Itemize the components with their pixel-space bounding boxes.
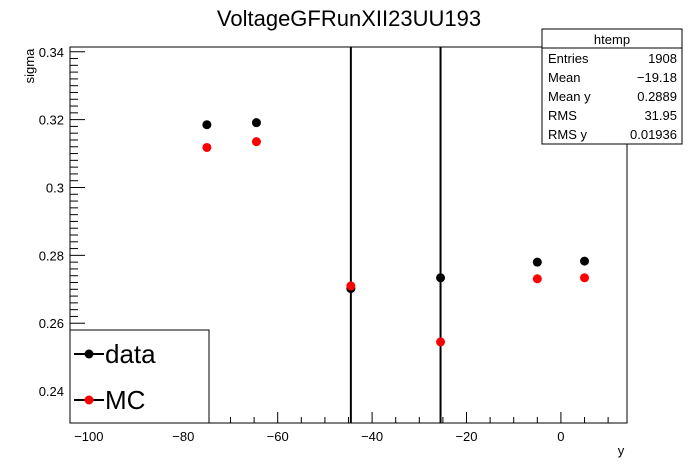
- stats-value: 31.95: [644, 108, 677, 123]
- stats-label: Mean y: [548, 89, 591, 104]
- legend: data MC: [69, 329, 210, 424]
- chart-title: VoltageGFRunXII23UU193: [217, 6, 481, 31]
- data-point: [532, 257, 542, 267]
- data-point: [202, 120, 212, 130]
- stats-label: RMS y: [548, 127, 588, 142]
- data-point: [346, 281, 356, 291]
- x-axis: −100 −80 −60 −40 −20 0 y: [74, 412, 625, 458]
- x-tick-label: −20: [455, 429, 477, 444]
- data-point: [436, 337, 446, 347]
- x-tick-label: −80: [172, 429, 194, 444]
- data-point: [532, 274, 542, 284]
- legend-marker: [84, 395, 94, 405]
- data-point: [580, 273, 590, 283]
- x-axis-label: y: [618, 443, 625, 458]
- series-data: [202, 118, 590, 294]
- data-point: [202, 142, 212, 152]
- y-tick-label: 0.28: [39, 248, 64, 263]
- data-point: [580, 256, 590, 266]
- y-tick-label: 0.24: [39, 384, 64, 399]
- stats-label: RMS: [548, 108, 577, 123]
- stats-label: Mean: [548, 70, 581, 85]
- data-point: [436, 273, 446, 283]
- stats-label: Entries: [548, 51, 589, 66]
- y-tick-label: 0.34: [39, 45, 64, 60]
- legend-frame: [69, 329, 210, 424]
- y-tick-label: 0.26: [39, 316, 64, 331]
- x-tick-label: −60: [267, 429, 289, 444]
- y-tick-label: 0.32: [39, 113, 64, 128]
- stats-value: 1908: [648, 51, 677, 66]
- stats-box: htemp Entries 1908 Mean −19.18 Mean y 0.2889 RM…: [541, 28, 683, 145]
- y-axis-label: sigma: [22, 48, 37, 83]
- series-mc: [202, 137, 590, 347]
- x-tick-label: 0: [557, 429, 564, 444]
- stats-value: 0.2889: [637, 89, 677, 104]
- legend-label: MC: [105, 385, 145, 415]
- x-tick-label: −40: [361, 429, 383, 444]
- x-tick-label: −100: [74, 429, 103, 444]
- legend-marker: [84, 349, 94, 359]
- stats-value: 0.01936: [630, 127, 677, 142]
- data-point: [251, 137, 261, 147]
- legend-label: data: [105, 339, 156, 369]
- stats-box-title: htemp: [594, 32, 630, 47]
- plot-area: −100 −80 −60 −40 −20 0 y 0.24 0.26 0.28 0.3 0.32 0.3…: [22, 45, 628, 458]
- stats-value: −19.18: [637, 70, 677, 85]
- y-tick-label: 0.3: [46, 180, 64, 195]
- data-point: [251, 118, 261, 128]
